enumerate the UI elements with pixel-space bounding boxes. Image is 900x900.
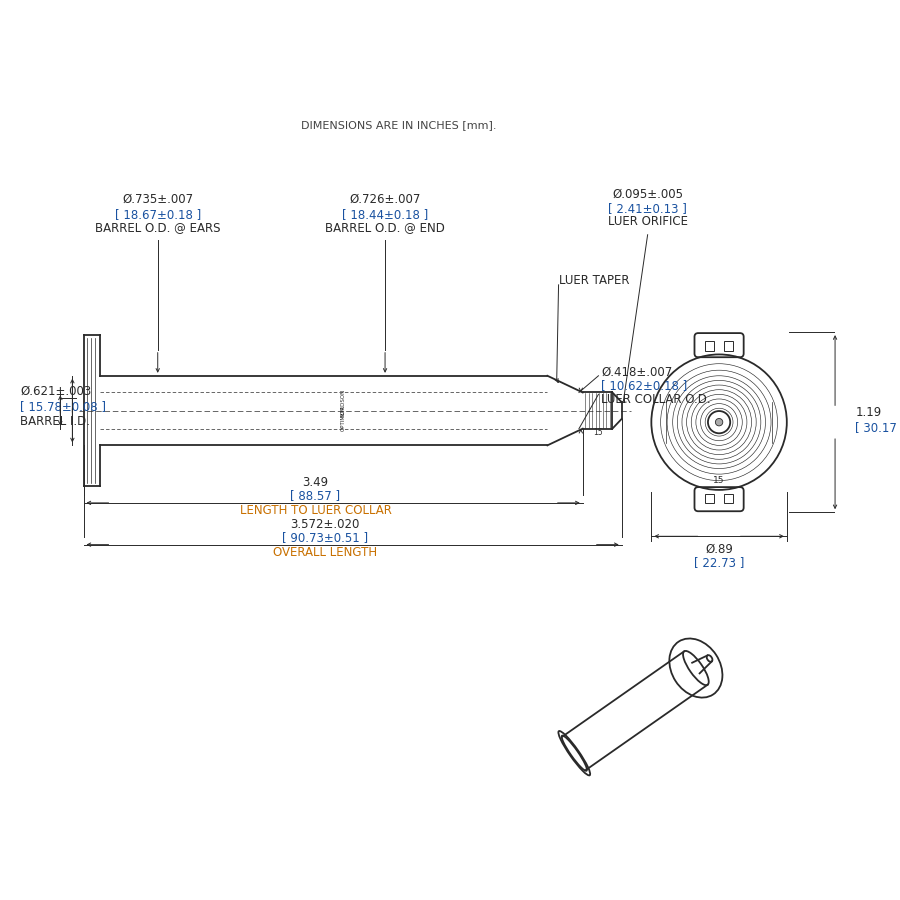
Text: OPTIMUM: OPTIMUM: [341, 405, 346, 431]
Text: [ 18.67±0.18 ]: [ 18.67±0.18 ]: [114, 208, 201, 220]
Text: [ 18.44±0.18 ]: [ 18.44±0.18 ]: [342, 208, 428, 220]
Text: LENGTH TO LUER COLLAR: LENGTH TO LUER COLLAR: [239, 504, 392, 517]
Bar: [706, 493, 715, 503]
Text: 15: 15: [593, 428, 602, 436]
Text: BARREL O.D. @ EARS: BARREL O.D. @ EARS: [95, 220, 220, 234]
Text: BARREL I.D.: BARREL I.D.: [21, 415, 90, 428]
Text: [ 90.73±0.51 ]: [ 90.73±0.51 ]: [282, 531, 368, 544]
Bar: [706, 341, 715, 351]
Text: [ 30.17 ]: [ 30.17 ]: [856, 421, 900, 434]
Text: LUER ORIFICE: LUER ORIFICE: [608, 215, 688, 229]
Text: OVERALL LENGTH: OVERALL LENGTH: [273, 545, 377, 559]
Text: Ø.095±.005: Ø.095±.005: [612, 187, 683, 201]
Text: Ø.735±.007: Ø.735±.007: [122, 193, 194, 206]
Text: LUER COLLAR O.D.: LUER COLLAR O.D.: [601, 393, 711, 407]
Text: Ø.89: Ø.89: [705, 543, 733, 556]
Text: Ø.621±.003: Ø.621±.003: [21, 385, 92, 398]
Circle shape: [716, 418, 723, 426]
Text: DIMENSIONS ARE IN INCHES [mm].: DIMENSIONS ARE IN INCHES [mm].: [302, 121, 497, 130]
Text: [ 15.78±0.08 ]: [ 15.78±0.08 ]: [21, 400, 106, 413]
Text: [ 2.41±0.13 ]: [ 2.41±0.13 ]: [608, 202, 687, 215]
Text: 15: 15: [714, 476, 724, 485]
Bar: [724, 341, 733, 351]
Bar: [724, 493, 733, 503]
Text: 1.19: 1.19: [856, 407, 882, 419]
Text: [ 10.62±0.18 ]: [ 10.62±0.18 ]: [601, 380, 688, 392]
Text: [ 88.57 ]: [ 88.57 ]: [291, 489, 340, 502]
Text: [ 22.73 ]: [ 22.73 ]: [694, 556, 744, 569]
Text: Ø.418±.007: Ø.418±.007: [601, 365, 672, 379]
Text: 3.49: 3.49: [302, 476, 328, 489]
Text: Ø.726±.007: Ø.726±.007: [349, 193, 420, 206]
Text: 3.572±.020: 3.572±.020: [290, 518, 359, 531]
Text: BARREL O.D. @ END: BARREL O.D. @ END: [325, 220, 445, 234]
Text: NORDSON: NORDSON: [341, 389, 346, 418]
Text: LUER TAPER: LUER TAPER: [560, 274, 630, 287]
